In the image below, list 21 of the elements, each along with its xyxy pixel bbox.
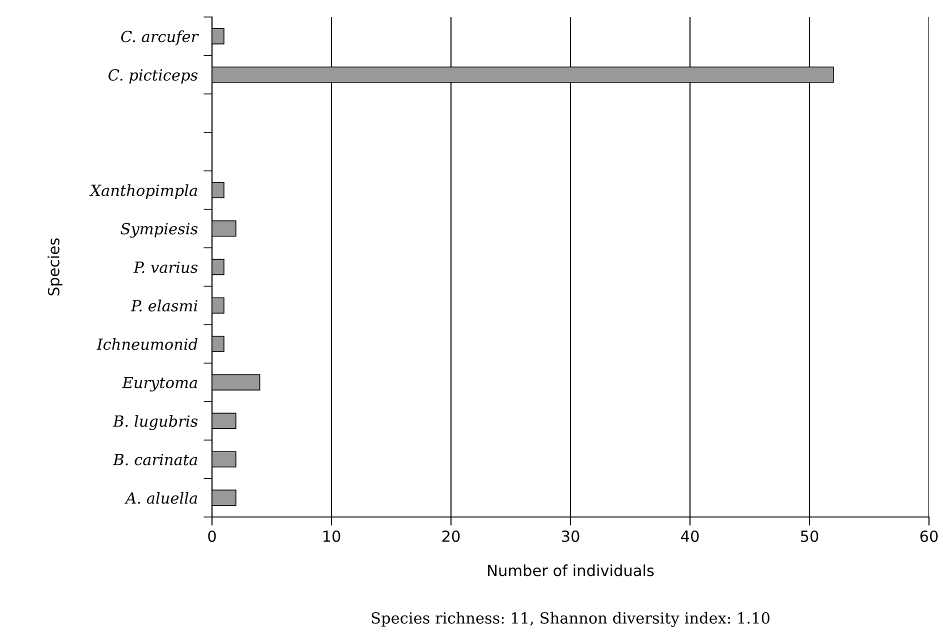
y-tick-label: P. elasmi	[130, 300, 198, 312]
y-tick-label: C. arcufer	[121, 30, 199, 46]
y-tick-label: Ichneumonid	[96, 338, 198, 350]
y-tick-label: Eurytoma	[122, 376, 198, 392]
y-tick-label: B. carinata	[112, 454, 198, 466]
y-tick-label: B. lugubris	[112, 415, 198, 430]
x-tick-label: 40	[681, 530, 699, 542]
x-tick-label: 0	[208, 530, 216, 542]
y-tick-label: P. varius	[133, 262, 198, 274]
y-tick-label: Xanthopimpla	[89, 184, 198, 200]
text: Species richness: 11, Shannon diversity index: 1.10	[372, 612, 770, 627]
x-tick-label: 60	[920, 530, 938, 542]
x-tick-label: 10	[323, 530, 340, 542]
y-tick-label: Sympiesis	[120, 222, 198, 238]
y-tick-label: A. aluella	[124, 492, 198, 504]
y-tick-label: C. picticeps	[108, 69, 198, 84]
x-axis-title: Number of individuals	[488, 564, 654, 576]
y-axis-title: Species	[48, 238, 62, 296]
x-tick-label: 30	[562, 530, 580, 542]
x-tick-label: 50	[800, 530, 818, 542]
x-tick-label: 20	[442, 530, 460, 542]
